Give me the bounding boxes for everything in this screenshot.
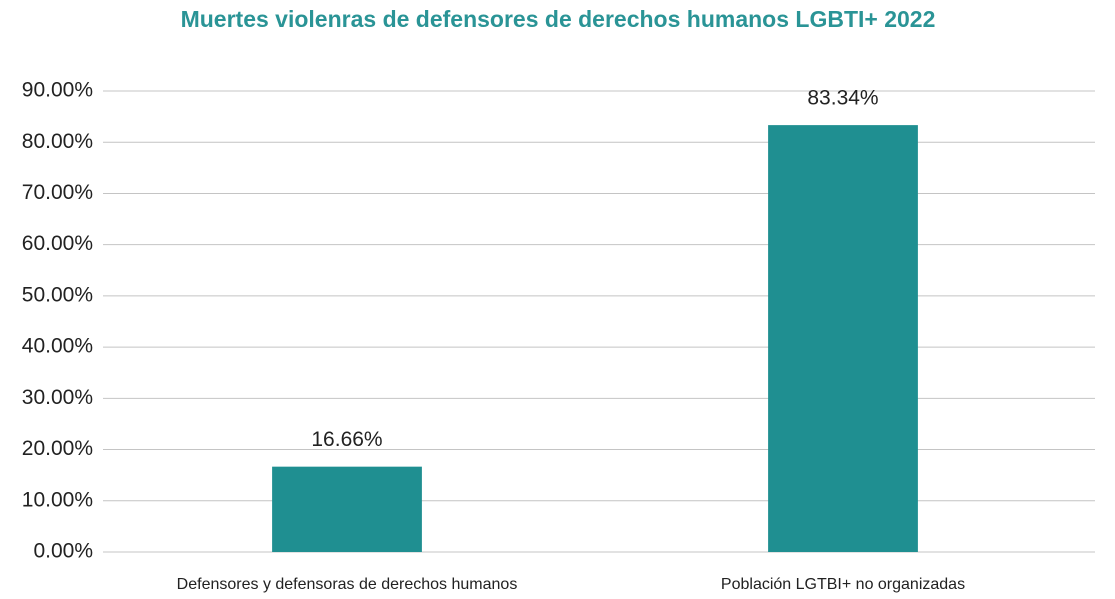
y-tick-label: 40.00% (22, 335, 93, 358)
bar (272, 466, 422, 552)
y-tick-label: 90.00% (22, 79, 93, 102)
y-tick-label: 80.00% (22, 130, 93, 153)
value-label: 16.66% (311, 428, 382, 451)
y-tick-label: 70.00% (22, 181, 93, 204)
bar (768, 125, 918, 552)
y-tick-label: 50.00% (22, 283, 93, 306)
chart-title: Muertes violenras de defensores de derec… (181, 6, 936, 32)
y-tick-label: 20.00% (22, 437, 93, 460)
y-tick-label: 10.00% (22, 488, 93, 511)
x-tick-label: Población LGTBI+ no organizadas (721, 576, 965, 593)
x-tick-label: Defensores y defensoras de derechos huma… (177, 576, 518, 593)
y-tick-label: 30.00% (22, 386, 93, 409)
value-label: 83.34% (807, 87, 878, 110)
y-tick-label: 0.00% (33, 540, 93, 563)
y-tick-label: 60.00% (22, 232, 93, 255)
